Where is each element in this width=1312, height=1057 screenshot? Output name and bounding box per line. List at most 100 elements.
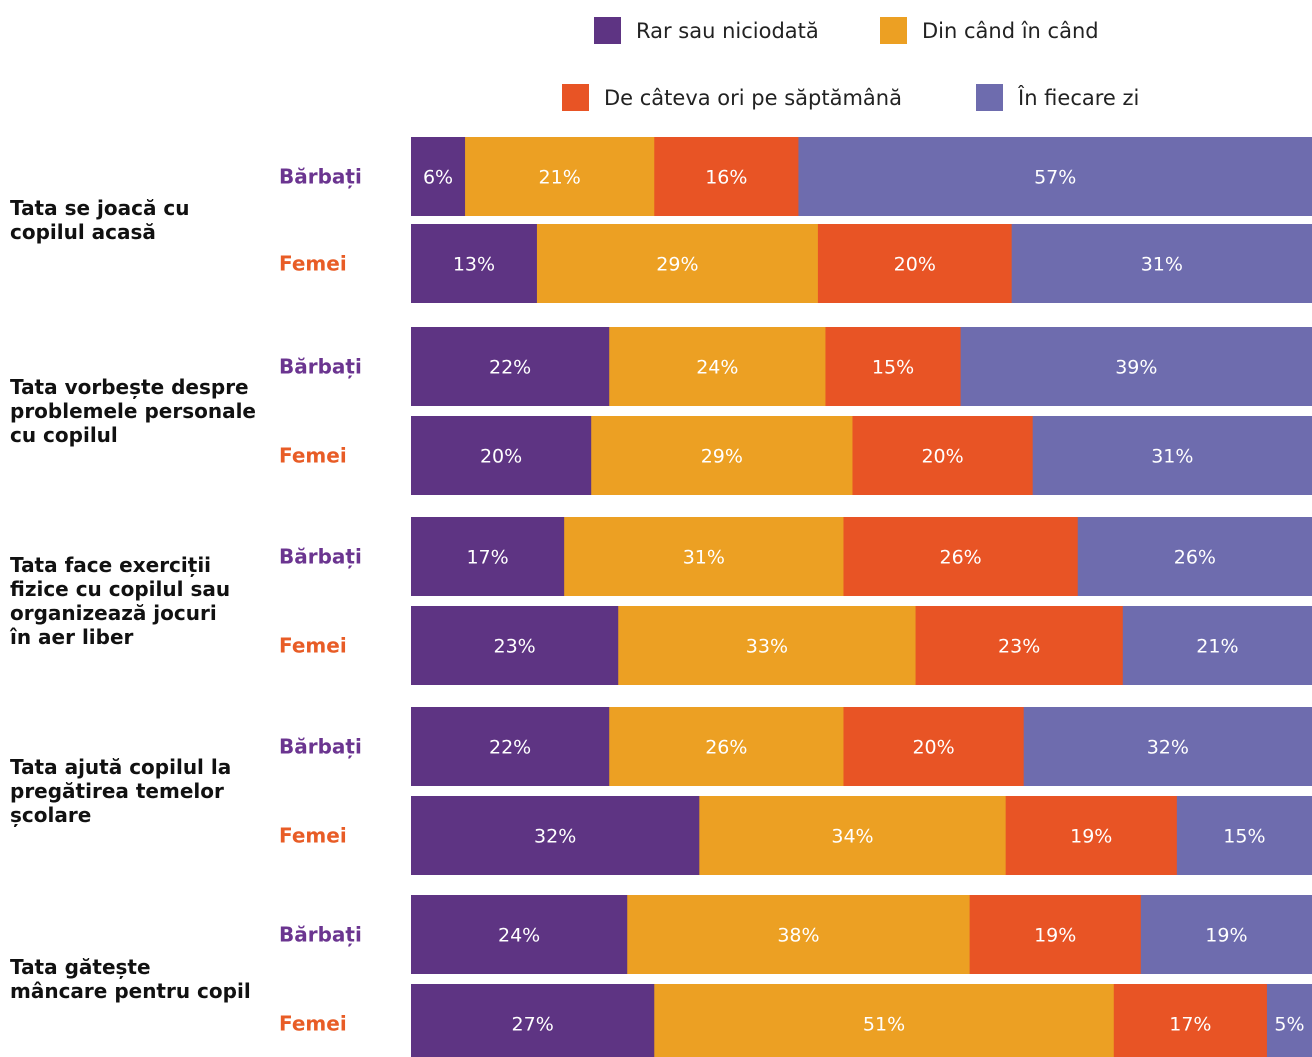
bar-segment [411,895,628,974]
bar-segment [1011,224,1312,303]
bar-segment [654,137,799,216]
data-label: 39% [1115,357,1157,379]
question-label: Tata ajută copilul la [10,755,231,779]
data-label: 23% [493,636,535,658]
data-label: 57% [1034,167,1076,189]
question-label: Tata se joacă cu [10,196,190,220]
bar-segment [699,796,1007,875]
group-label-femei: Femei [279,634,347,658]
bar-segment [969,895,1142,974]
group-label-femei: Femei [279,444,347,468]
question-label: școlare [10,803,91,827]
data-label: 6% [423,167,453,189]
data-label: 31% [1151,446,1193,468]
bar-segment [411,707,610,786]
bar-segment [843,707,1025,786]
data-label: 22% [489,737,531,759]
bar-segment [564,517,844,596]
data-label: 29% [656,254,698,276]
legend-swatch-4 [976,84,1003,111]
bar-segment [411,224,538,303]
data-label: 32% [534,826,576,848]
data-label: 26% [1174,547,1216,569]
question-label: Tata vorbește despre [10,375,249,399]
data-label: 31% [683,547,725,569]
bar-segment [609,707,844,786]
data-label: 20% [894,254,936,276]
data-label: 22% [489,357,531,379]
data-label: 17% [466,547,508,569]
data-label: 27% [512,1014,554,1036]
data-label: 20% [921,446,963,468]
bar-segment [654,984,1115,1057]
question-label: Tata gătește [10,955,151,979]
group-label-barbati: Bărbați [279,165,362,189]
group-label-barbati: Bărbați [279,545,362,569]
bar-segment [411,984,655,1057]
question-label: cu copilul [10,423,118,447]
question-label: Tata face exerciții [10,553,211,577]
bar-segment [1032,416,1312,495]
bar-segment [627,895,971,974]
bar-segment [1113,984,1268,1057]
data-label: 15% [872,357,914,379]
data-label: 23% [998,636,1040,658]
data-label: 20% [480,446,522,468]
legend-swatch-2 [880,17,907,44]
bar-segment [411,606,619,685]
group-label-barbati: Bărbați [279,923,362,947]
data-label: 19% [1034,925,1076,947]
data-label: 32% [1147,737,1189,759]
question-label: problemele personale [10,399,256,423]
bar-segment [1023,707,1312,786]
data-label: 20% [912,737,954,759]
data-label: 13% [453,254,495,276]
data-label: 24% [498,925,540,947]
legend-swatch-1 [594,17,621,44]
data-label: 15% [1223,826,1265,848]
group-label-barbati: Bărbați [279,735,362,759]
data-label: 33% [746,636,788,658]
bar-segment [960,327,1312,406]
data-label: 26% [705,737,747,759]
legend-label-3: De câteva ori pe săptămână [604,86,902,110]
data-label: 31% [1141,254,1183,276]
question-label: mâncare pentru copil [10,979,251,1003]
data-label: 16% [705,167,747,189]
group-label-femei: Femei [279,1012,347,1036]
data-label: 5% [1274,1014,1304,1036]
legend-label-1: Rar sau niciodată [636,19,819,43]
bar-segment [411,517,565,596]
bar-segment [618,606,917,685]
data-label: 34% [831,826,873,848]
bar-segment [915,606,1124,685]
data-label: 38% [777,925,819,947]
data-label: 51% [863,1014,905,1036]
bar-segment [609,327,826,406]
bar-segment [1077,517,1312,596]
legend-label-2: Din când în când [922,19,1099,43]
bar-segment [411,327,610,406]
legend-label-4: În fiecare zi [1017,85,1139,110]
bar-segment [1140,895,1312,974]
bar-segment [843,517,1079,596]
data-label: 19% [1205,925,1247,947]
data-label: 21% [539,167,581,189]
question-label: copilul acasă [10,220,156,244]
bar-segment [825,327,962,406]
data-label: 21% [1196,636,1238,658]
bar-segment [1122,606,1312,685]
bar-segment [1266,984,1312,1057]
data-label: 24% [696,357,738,379]
bar-segment [465,137,655,216]
bar-segment [591,416,853,495]
bar-segment [817,224,1013,303]
question-label: pregătirea temelor [10,779,224,803]
bar-segment [798,137,1312,216]
bar-segment [1005,796,1178,875]
data-label: 26% [939,547,981,569]
legend-swatch-3 [562,84,589,111]
bar-segment [411,796,700,875]
data-label: 29% [701,446,743,468]
